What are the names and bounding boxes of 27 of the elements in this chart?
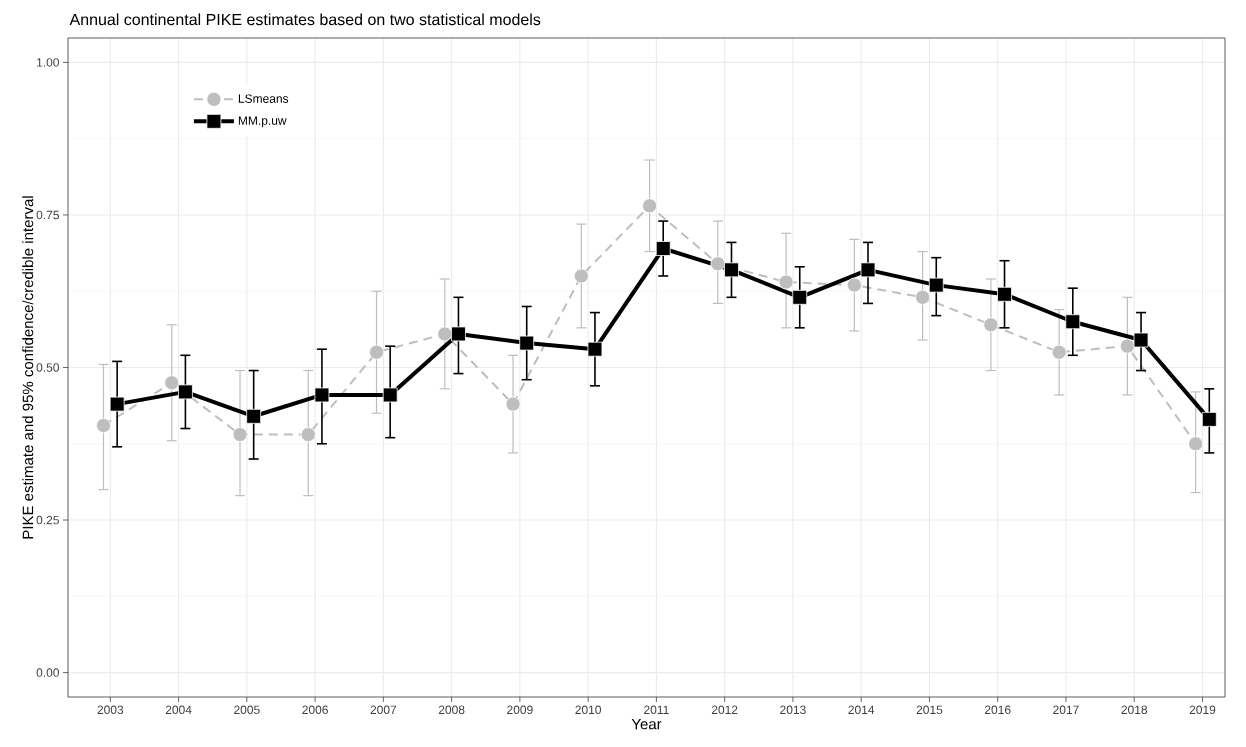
x-tick-label: 2004 [165,705,192,715]
x-tick-label: 2015 [916,705,943,715]
x-tick-label: 2018 [1121,705,1148,715]
y-tick-label: 1.00 [37,58,60,67]
x-tick-label: 2016 [984,705,1011,715]
x-tick-label: 2014 [848,705,875,715]
x-tick-label: 2007 [370,705,397,715]
x-axis-title: Year [631,718,662,730]
y-tick-label: 0.00 [36,668,60,677]
x-tick-label: 2010 [575,705,602,715]
x-tick-label: 2008 [438,705,465,715]
x-tick-label: 2019 [1189,705,1216,715]
legend-label: LSmeans [238,94,289,103]
y-tick-label: 0.25 [36,515,59,525]
x-tick-label: 2017 [1053,705,1079,715]
chart-title: Annual continental PIKE estimates based on two statistical models [69,13,541,26]
x-tick-label: 2013 [780,705,806,715]
x-tick-label: 2011 [644,705,669,715]
x-tick-label: 2005 [234,705,260,715]
x-tick-label: 2009 [507,705,533,715]
x-tick-label: 2012 [711,705,738,715]
x-tick-label: 2003 [97,705,124,715]
y-axis-title: PIKE estimate and 95% confidence/credible interval [22,196,34,539]
x-tick-label: 2006 [302,705,328,715]
legend-label: MM.p.uw [238,116,287,128]
y-tick-label: 0.75 [36,210,59,220]
y-tick-label: 0.50 [36,363,60,372]
